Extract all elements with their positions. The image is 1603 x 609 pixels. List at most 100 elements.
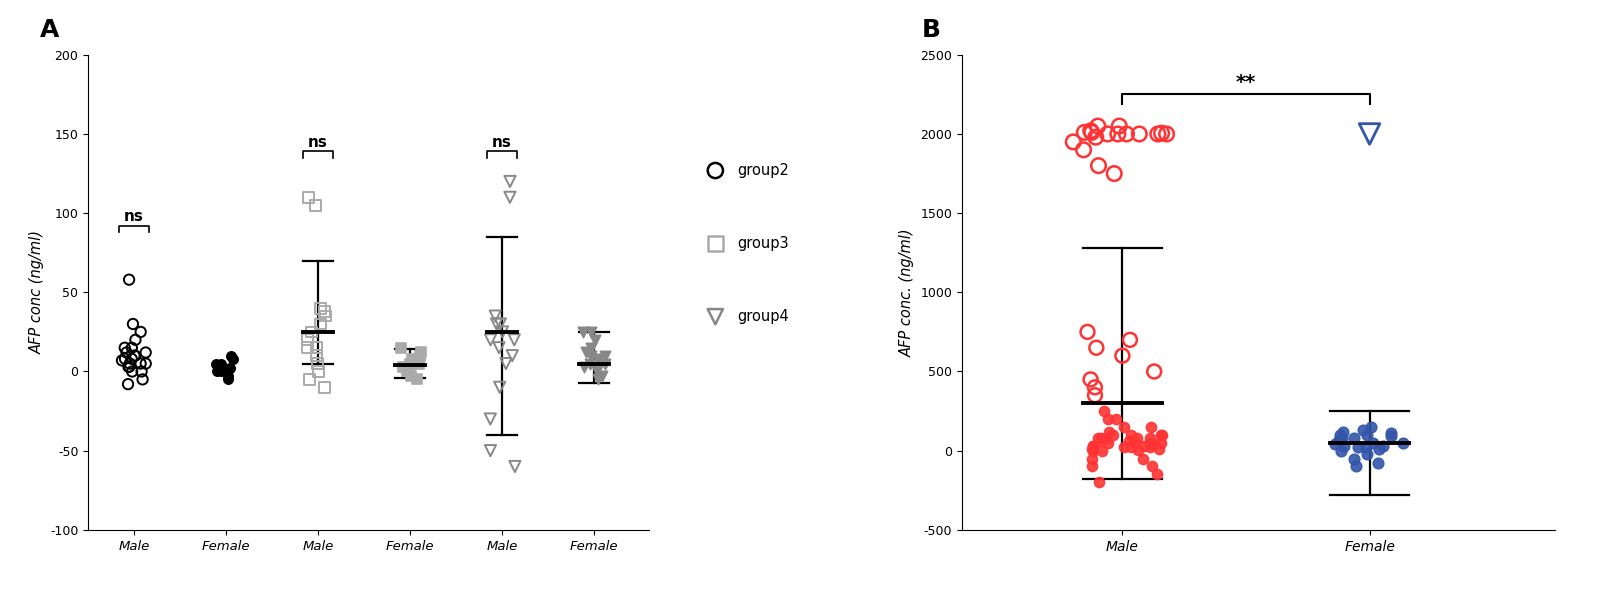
Text: group3: group3 <box>737 236 789 251</box>
Point <box>1080 441 1106 451</box>
Point <box>1077 126 1103 136</box>
Point <box>1079 127 1104 137</box>
Point <box>1093 433 1119 443</box>
Point <box>585 354 611 364</box>
Point <box>579 351 604 361</box>
Point <box>1366 444 1391 454</box>
Point <box>1340 454 1366 463</box>
Point <box>1148 430 1173 440</box>
Point <box>1390 438 1415 448</box>
Point <box>1090 446 1116 456</box>
Point <box>115 362 141 371</box>
Point <box>1145 470 1170 479</box>
Point <box>390 362 415 371</box>
Point <box>311 306 337 316</box>
Point <box>1140 462 1165 471</box>
Point <box>119 354 144 364</box>
Point <box>1088 436 1114 446</box>
Point <box>204 359 229 368</box>
Point <box>1141 367 1167 376</box>
Point <box>1329 433 1355 443</box>
Point <box>494 359 519 368</box>
Point <box>1101 169 1127 178</box>
Point <box>1080 444 1106 454</box>
Point <box>1117 443 1143 452</box>
Point <box>1071 145 1096 155</box>
Point <box>109 356 135 365</box>
Point <box>122 351 147 361</box>
Point <box>117 359 143 368</box>
Point <box>571 327 596 337</box>
Point <box>478 446 503 456</box>
Point <box>208 367 234 376</box>
Point <box>1085 121 1111 131</box>
Point <box>407 351 433 361</box>
Point <box>1079 462 1104 471</box>
Point <box>1104 129 1130 139</box>
Point <box>128 327 154 337</box>
Point <box>1361 438 1387 448</box>
Point <box>398 359 423 368</box>
Point <box>119 343 144 353</box>
Point <box>303 351 329 361</box>
Point <box>1130 454 1156 463</box>
Point <box>112 343 138 353</box>
Point <box>1111 422 1137 432</box>
Point <box>305 359 330 368</box>
Point <box>502 335 527 345</box>
Point <box>1074 327 1100 337</box>
Point <box>295 343 321 353</box>
Point <box>112 354 138 364</box>
Point <box>1371 441 1396 451</box>
Point <box>306 367 332 376</box>
Point <box>487 319 513 329</box>
Point <box>120 319 146 329</box>
Point <box>588 371 614 381</box>
Text: **: ** <box>1236 73 1257 92</box>
Point <box>1125 433 1151 443</box>
Point <box>404 375 430 384</box>
Point <box>130 375 155 384</box>
Point <box>204 367 229 376</box>
Point <box>478 335 503 345</box>
Point <box>388 343 414 353</box>
Text: B: B <box>922 18 941 42</box>
Point <box>1358 422 1383 432</box>
Point <box>1085 433 1111 443</box>
Point <box>497 192 523 202</box>
Point <box>1355 449 1380 459</box>
Point <box>117 362 143 371</box>
Point <box>571 362 596 371</box>
Point <box>577 359 603 368</box>
Point <box>1137 438 1162 448</box>
Point <box>297 375 322 384</box>
Point <box>406 359 431 368</box>
Point <box>572 348 598 357</box>
Point <box>1342 433 1367 443</box>
Point <box>1327 430 1353 440</box>
Y-axis label: AFP conc. (ng/ml): AFP conc. (ng/ml) <box>899 228 915 357</box>
Point <box>1154 129 1180 139</box>
Point <box>298 327 324 337</box>
Text: group2: group2 <box>737 163 789 178</box>
Point <box>1079 444 1104 454</box>
Point <box>1149 430 1175 440</box>
Text: ns: ns <box>123 209 144 224</box>
Point <box>1117 335 1143 345</box>
Point <box>128 359 154 368</box>
Point <box>1356 129 1382 139</box>
Point <box>295 335 321 345</box>
Point <box>1332 441 1358 451</box>
Point <box>1353 443 1379 452</box>
Point <box>487 382 513 392</box>
Point <box>1137 433 1162 443</box>
Point <box>577 327 603 337</box>
Point <box>1355 430 1380 440</box>
Point <box>220 354 245 364</box>
Point <box>1109 351 1135 361</box>
Point <box>1146 444 1172 454</box>
Text: A: A <box>40 18 59 42</box>
Point <box>592 359 617 368</box>
Point <box>303 343 329 353</box>
Point <box>215 371 240 381</box>
